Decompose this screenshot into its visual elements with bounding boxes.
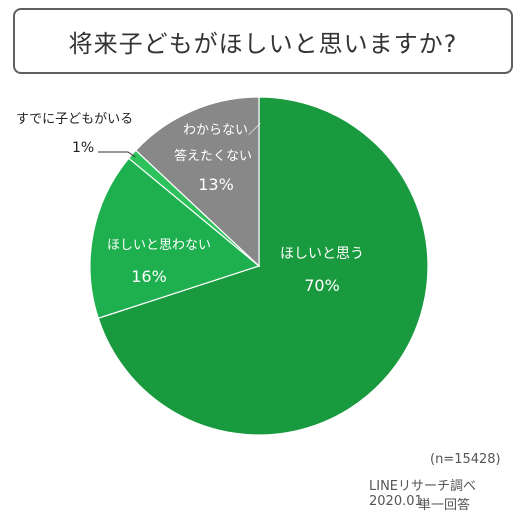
answer-type-label: 単一回答 bbox=[418, 498, 471, 513]
slice-value-0: 70% bbox=[304, 276, 340, 295]
source-label: LINEリサーチ調べ 2020.01 bbox=[369, 479, 477, 509]
slice-label-2: すでに子どもがいる bbox=[16, 112, 133, 127]
pie-slice-0 bbox=[97, 96, 429, 436]
slice-value-3: 13% bbox=[198, 175, 234, 194]
slice-label-3a: わからない／ bbox=[183, 123, 261, 138]
pie-slice-3 bbox=[134, 96, 260, 268]
slice-label-3b: 答えたくない bbox=[174, 148, 252, 164]
slice-label-0: ほしいと思う bbox=[280, 246, 364, 262]
slice-label-1: ほしいと思わない bbox=[107, 238, 211, 253]
slice-value-2: 1% bbox=[72, 140, 94, 156]
slice-value-1: 16% bbox=[131, 267, 167, 286]
chart-title-box: 将来子どもがほしいと思いますか? bbox=[13, 8, 513, 74]
leader-line bbox=[98, 151, 136, 158]
sample-size-label: (n=15428) bbox=[430, 452, 501, 467]
pie-slice-1 bbox=[89, 157, 261, 319]
chart-title: 将来子どもがほしいと思いますか? bbox=[68, 29, 458, 58]
